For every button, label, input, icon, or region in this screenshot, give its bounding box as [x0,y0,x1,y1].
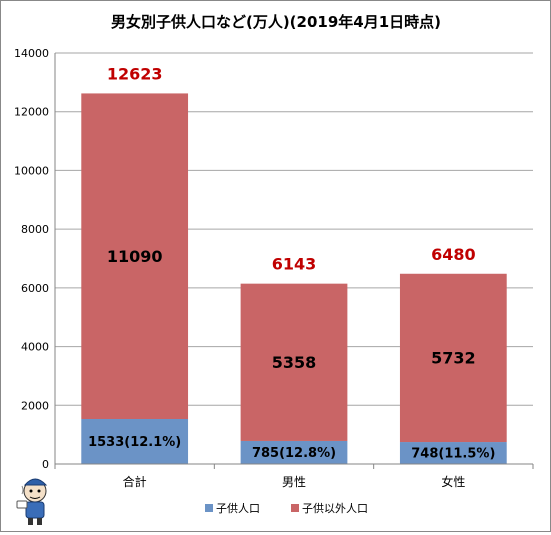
bar-segment-nonchild [399,273,507,443]
bars-layer: 1533(12.1%) 11090 12623 785(12.8%) 5358 6143 7… [81,64,507,464]
y-tick-label: 4000 [21,341,49,354]
legend-swatch-nonchild [291,504,299,512]
legend-label: 子供人口 [216,501,260,515]
y-tick-label: 2000 [21,399,49,412]
y-tick-label: 8000 [21,223,49,236]
bar-data-label: 5732 [431,349,476,368]
bar-data-label: 748(11.5%) [411,447,495,462]
y-tick-label: 0 [42,458,49,471]
bar-segment-nonchild [81,93,189,419]
total-label: 12623 [107,64,163,83]
y-tick-label: 6000 [21,282,49,295]
y-tick-label: 14000 [14,47,49,60]
bar-data-label: 1533(12.1%) [88,435,181,450]
bar-segment-child [399,442,507,464]
bar-segment-child [240,440,348,464]
bar-data-label: 5358 [272,353,317,372]
bar-data-label: 785(12.8%) [252,446,336,461]
y-tick-label: 10000 [14,164,49,177]
chart-title: 男女別子供人口など(万人)(2019年4月1日時点) [111,13,441,31]
total-label: 6143 [272,255,317,274]
y-tick-label: 12000 [14,106,49,119]
x-tick-label: 男性 [282,475,306,489]
legend-swatch-child [205,504,213,512]
x-tick-label: 合計 [123,474,147,489]
bar-segment-child [81,418,189,464]
total-label: 6480 [431,245,476,264]
cartoon-mascot-icon [16,478,48,525]
legend-label: 子供以外人口 [302,501,368,515]
bar-segment-nonchild [240,283,348,441]
x-tick-label: 女性 [441,474,465,489]
bar-data-label: 11090 [107,247,163,266]
axis-layer: 0 2000 4000 6000 8000 10000 12000 14000 合計 男性 女性 [14,47,534,489]
legend: 子供人口 子供以外人口 [205,501,368,515]
